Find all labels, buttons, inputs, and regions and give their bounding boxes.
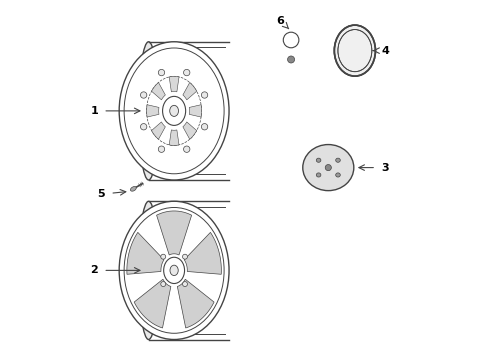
Polygon shape (134, 279, 171, 328)
Circle shape (325, 165, 331, 171)
Ellipse shape (119, 201, 229, 339)
Polygon shape (177, 279, 214, 328)
Text: 6: 6 (276, 15, 284, 26)
Text: 1: 1 (91, 106, 98, 116)
Text: 2: 2 (91, 265, 98, 275)
Ellipse shape (139, 201, 159, 339)
Polygon shape (184, 232, 221, 274)
Polygon shape (183, 122, 196, 139)
Text: 4: 4 (381, 46, 389, 56)
Ellipse shape (130, 186, 136, 191)
Circle shape (184, 69, 190, 76)
Polygon shape (189, 105, 201, 117)
Circle shape (161, 254, 166, 259)
Circle shape (182, 254, 188, 259)
Polygon shape (127, 232, 164, 274)
Polygon shape (169, 76, 179, 92)
Ellipse shape (170, 105, 178, 116)
Polygon shape (169, 130, 179, 145)
Polygon shape (147, 105, 159, 117)
Circle shape (158, 69, 165, 76)
Ellipse shape (317, 158, 321, 162)
Ellipse shape (119, 42, 229, 180)
Polygon shape (151, 82, 165, 100)
Ellipse shape (139, 42, 159, 180)
Ellipse shape (334, 25, 375, 76)
Ellipse shape (304, 163, 309, 172)
Polygon shape (157, 211, 192, 255)
Circle shape (201, 123, 208, 130)
Circle shape (141, 92, 147, 98)
Text: 3: 3 (381, 163, 389, 172)
Circle shape (161, 282, 166, 287)
Circle shape (158, 146, 165, 152)
Circle shape (141, 123, 147, 130)
Ellipse shape (317, 173, 321, 177)
Ellipse shape (170, 265, 178, 275)
Text: 5: 5 (98, 189, 105, 199)
Polygon shape (183, 82, 196, 100)
Circle shape (184, 146, 190, 152)
Polygon shape (151, 122, 165, 139)
Circle shape (182, 282, 188, 287)
Ellipse shape (303, 145, 354, 191)
Ellipse shape (336, 158, 340, 162)
Circle shape (288, 56, 294, 63)
Ellipse shape (336, 173, 340, 177)
Circle shape (201, 92, 208, 98)
